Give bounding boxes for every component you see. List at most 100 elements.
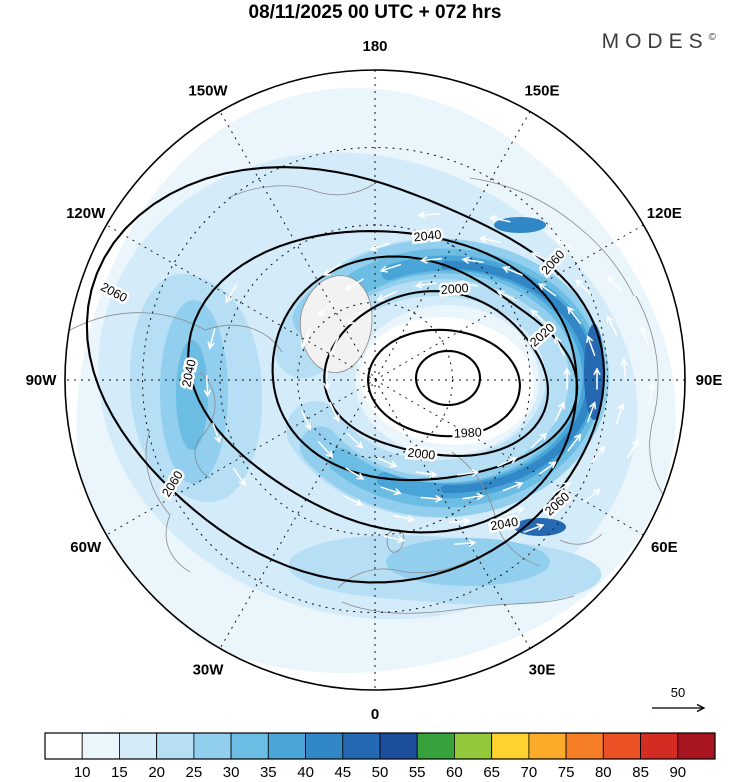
meridian-label: 150E — [524, 83, 559, 100]
wind-arrow — [379, 263, 402, 273]
brand-text: MODES — [601, 30, 709, 53]
meridian-label: 90W — [26, 372, 58, 389]
colorbar-segment — [677, 732, 716, 760]
wind-arrow — [423, 233, 446, 241]
wind-arrow — [323, 368, 331, 391]
coastline — [559, 533, 603, 545]
colorbar-segment — [305, 732, 344, 760]
colorbar-segment — [491, 732, 530, 760]
colorbar-segment — [528, 732, 567, 760]
wind-arrows — [203, 211, 656, 547]
colorbar-tick-label: 10 — [74, 764, 91, 781]
wind-arrow — [574, 279, 592, 295]
wind-arrow — [530, 309, 547, 325]
brand-logo: MODES© — [602, 30, 716, 54]
wind-arrow — [640, 325, 649, 347]
wind-arrow — [530, 432, 548, 449]
height-contour — [85, 166, 606, 584]
colorbar-tick-label: 15 — [111, 764, 128, 781]
wind-arrow — [478, 235, 501, 243]
wind-arrow — [606, 315, 618, 336]
wind-arrow — [317, 300, 334, 318]
wind-arrow — [347, 433, 364, 449]
meridian-label: 0 — [371, 706, 379, 723]
map-boundary — [64, 69, 686, 691]
wind-arrow — [203, 375, 211, 398]
wind-arrow — [342, 495, 364, 506]
colorbar-tick-label: 70 — [521, 764, 538, 781]
wind-arrow — [328, 336, 340, 357]
wind-arrow — [583, 488, 601, 503]
wind-arrow — [538, 283, 557, 297]
colorbar-tick-label: 90 — [669, 764, 686, 781]
wind-arrow — [346, 309, 364, 326]
contour-label: 2000 — [440, 281, 469, 297]
chart-title: 08/11/2025 00 UTC + 072 hrs — [248, 2, 502, 23]
meridian-label: 30E — [529, 661, 556, 678]
map-boundary-circle — [64, 69, 686, 691]
colorbar-segment — [342, 732, 381, 760]
shading-region — [584, 324, 604, 420]
wind-arrow — [344, 278, 364, 291]
wind-arrow — [648, 381, 656, 405]
wind-arrow — [554, 401, 566, 422]
wind-arrow — [457, 469, 480, 477]
colorbar-segment — [565, 732, 604, 760]
wind-arrow — [420, 495, 443, 503]
graticule — [65, 70, 685, 690]
wind-arrow — [454, 539, 477, 547]
wind-arrow — [497, 456, 518, 468]
meridian-line — [219, 111, 531, 649]
reference-arrow — [652, 703, 706, 713]
colorbar-tick-label: 45 — [334, 764, 351, 781]
colorbar-segment — [193, 732, 232, 760]
wind-arrow — [538, 461, 557, 475]
wind-arrow — [502, 481, 524, 492]
wind-arrow — [300, 328, 311, 349]
meridian-label: 60W — [70, 539, 102, 556]
height-contour — [187, 230, 578, 534]
colorbar-tick-label: 40 — [297, 764, 314, 781]
wind-arrow — [615, 402, 625, 424]
colorbar-frame — [44, 732, 716, 760]
meridian-label: 120W — [66, 205, 106, 222]
meridian-label: 90E — [696, 372, 723, 389]
colorbar-segment — [44, 732, 83, 760]
colorbar-tick-label: 65 — [483, 764, 500, 781]
wind-arrow — [207, 328, 216, 350]
coastline — [145, 429, 191, 573]
coastline — [469, 177, 635, 297]
coastline — [635, 295, 665, 497]
height-contours — [85, 166, 606, 584]
contour-label: 1980 — [454, 425, 483, 440]
wind-arrow — [501, 266, 523, 276]
coastlines — [69, 177, 665, 614]
colorbar-segment — [119, 732, 158, 760]
colorbar-tick-label: 30 — [223, 764, 240, 781]
meridian-label: 120E — [647, 205, 682, 222]
colorbar-segment — [81, 732, 120, 760]
meridian-label: 150W — [188, 83, 228, 100]
wind-arrow — [301, 410, 312, 431]
coastline — [451, 451, 541, 567]
wind-arrow — [376, 290, 397, 302]
wind-arrow — [414, 281, 437, 289]
wind-arrow — [417, 211, 440, 219]
colorbar-tick-label: 60 — [446, 764, 463, 781]
shading-region — [359, 317, 535, 445]
wind-arrow — [345, 467, 365, 480]
wind-arrow — [322, 263, 342, 276]
wind-arrow — [393, 515, 416, 523]
colorbar-segment — [416, 732, 455, 760]
colorbar-tick-label: 80 — [595, 764, 612, 781]
wind-arrow — [369, 242, 391, 252]
wind-arrow — [377, 457, 398, 468]
wind-arrow — [212, 422, 222, 444]
coastline — [194, 371, 216, 479]
height-contour — [323, 290, 549, 457]
wind-arrow — [567, 433, 582, 452]
wind-arrow — [567, 306, 582, 325]
wind-arrow — [462, 492, 485, 501]
meridian-labels: 180 150E 120E 90E 60E 30E 0 30W 60W 90W 120W 150W — [26, 38, 723, 723]
